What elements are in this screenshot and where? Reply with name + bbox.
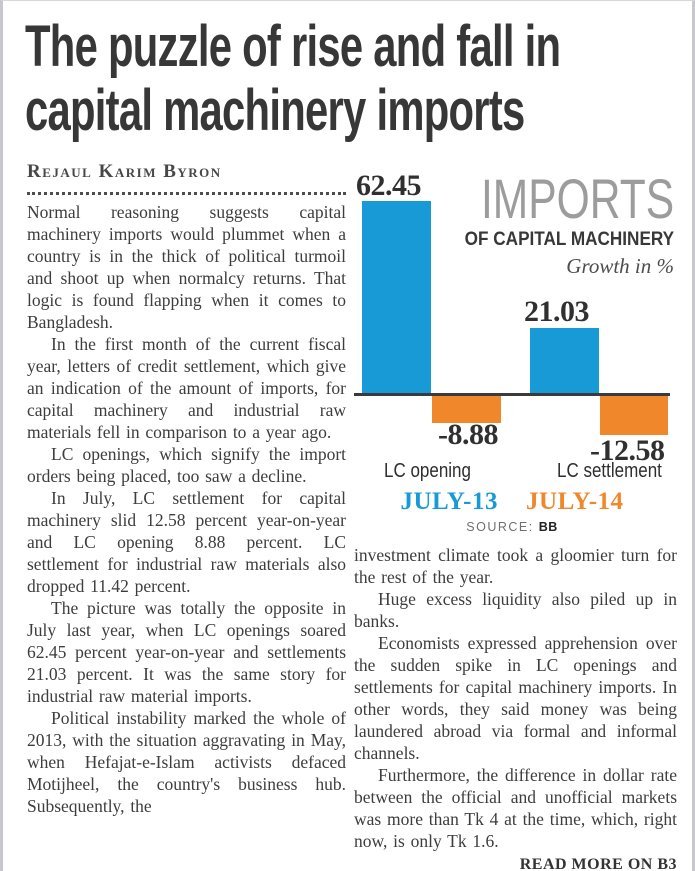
source-label: SOURCE: [466, 520, 534, 534]
right-column-text: investment climate took a gloomier turn … [354, 544, 677, 852]
chart-source: SOURCE: BB [354, 520, 670, 534]
value-label-july14-lc-settlement: -12.58 [590, 434, 665, 467]
legend-july13: JULY-13 [400, 488, 499, 515]
headline-line-2: capital machinery imports [25, 78, 525, 143]
article-paragraph: Economists expressed apprehension over t… [354, 633, 677, 763]
article-paragraph: Normal reasoning suggests capital machin… [27, 202, 347, 332]
article-paragraph: LC openings, which signify the import or… [27, 444, 347, 486]
article-paragraph: Furthermore, the difference in dollar ra… [354, 765, 677, 851]
article-paragraph: The picture was totally the opposite in … [27, 598, 347, 706]
article-columns: Rejaul Karim Byron Normal reasoning sugg… [3, 143, 692, 871]
zero-axis-line [354, 393, 671, 396]
headline: The puzzle of rise and fall in capital m… [3, 1, 692, 143]
article-paragraph: Huge excess liquidity also piled up in b… [354, 589, 677, 631]
article-paragraph: investment climate took a gloomier turn … [354, 545, 677, 587]
source-value: BB [538, 520, 558, 534]
article-paragraph: Political instability marked the whole o… [27, 708, 347, 816]
left-column: Rejaul Karim Byron Normal reasoning sugg… [27, 143, 347, 871]
left-column-text: Normal reasoning suggests capital machin… [27, 201, 346, 817]
headline-line-1: The puzzle of rise and fall in [25, 14, 561, 79]
chart-unit-label: Growth in % [566, 254, 675, 278]
value-label-july14-lc-opening: -8.88 [438, 418, 499, 451]
chart-plot-area: 62.45 21.03 [354, 169, 670, 393]
category-label-lc-opening: LC opening [384, 460, 471, 482]
chart-lower-area: -8.88 -12.58 LC opening LC settlement JU… [354, 396, 670, 538]
right-column: IMPORTS OF CAPITAL MACHINERY Growth in %… [354, 143, 677, 871]
bar-july13-lc-settlement [530, 328, 600, 393]
bar-july13-lc-opening [362, 201, 432, 393]
chart-legend: JULY-13 JULY-14 [354, 488, 670, 516]
bar-july14-lc-opening [432, 396, 502, 423]
read-more-note: READ MORE ON B3 [519, 856, 677, 871]
value-label-july13-lc-opening: 62.45 [356, 169, 422, 202]
chart-title: IMPORTS [480, 167, 675, 230]
chart-title-block: IMPORTS OF CAPITAL MACHINERY Growth in % [420, 167, 675, 279]
article-paragraph: In the first month of the current fiscal… [27, 334, 347, 442]
bar-july14-lc-settlement [600, 396, 669, 435]
article-paragraph: In July, LC settlement for capital machi… [27, 488, 347, 596]
byline: Rejaul Karim Byron [27, 161, 222, 182]
byline-divider [27, 192, 347, 195]
value-label-july13-lc-settlement: 21.03 [524, 295, 590, 328]
imports-chart: IMPORTS OF CAPITAL MACHINERY Growth in %… [354, 169, 674, 538]
legend-july14: JULY-14 [526, 488, 624, 515]
category-label-lc-settlement: LC settlement [557, 460, 662, 482]
chart-subtitle: OF CAPITAL MACHINERY [464, 228, 675, 250]
